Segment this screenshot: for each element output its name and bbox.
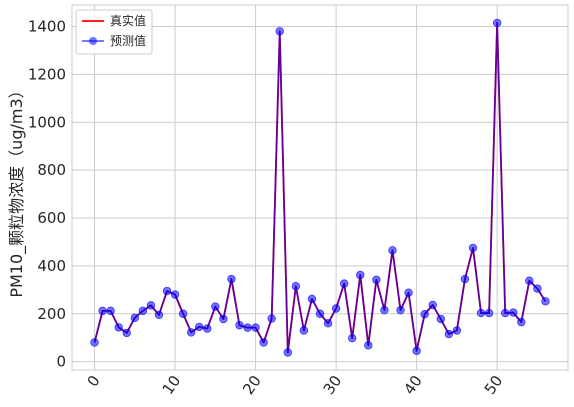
data-point-predicted <box>452 326 462 335</box>
data-point-predicted <box>541 297 550 306</box>
data-point-predicted <box>533 284 542 293</box>
data-point-predicted <box>525 276 534 285</box>
y-tick-label: 1000 <box>28 113 66 131</box>
data-point-predicted <box>348 333 357 343</box>
data-point-predicted <box>372 275 381 284</box>
y-tick-label: 400 <box>37 257 66 275</box>
legend: 真实值 预测值 <box>75 9 153 55</box>
y-tick-label: 600 <box>37 209 66 227</box>
data-point-predicted <box>227 274 236 284</box>
data-point-predicted <box>412 346 421 356</box>
data-point-predicted <box>323 319 333 328</box>
legend-label-predicted: 预测值 <box>110 33 146 48</box>
data-point-predicted <box>396 305 405 315</box>
data-point-predicted <box>243 323 252 332</box>
data-point-predicted <box>162 286 172 296</box>
data-point-predicted <box>517 317 526 327</box>
data-point-predicted <box>476 308 486 318</box>
data-point-predicted <box>203 324 212 333</box>
data-point-predicted <box>195 322 204 332</box>
data-point-predicted <box>291 282 301 291</box>
data-point-predicted <box>122 328 131 338</box>
data-point-predicted <box>211 302 220 311</box>
data-point-predicted <box>331 304 341 313</box>
legend-marker-predicted <box>89 37 97 45</box>
data-point-predicted <box>259 338 268 347</box>
x-tick-label: 40 <box>400 372 426 398</box>
data-point-predicted <box>468 243 478 253</box>
data-point-predicted <box>500 308 510 318</box>
data-point-predicted <box>106 306 115 316</box>
data-point-predicted <box>235 321 244 330</box>
data-point-predicted <box>444 329 454 339</box>
data-point-predicted <box>154 310 164 320</box>
data-point-predicted <box>178 309 188 318</box>
data-point-predicted <box>219 314 228 324</box>
data-point-predicted <box>364 341 373 350</box>
data-point-predicted <box>251 323 260 332</box>
plot-frame <box>71 4 569 371</box>
series-layer <box>90 18 550 357</box>
data-point-predicted <box>380 305 389 315</box>
y-tick-label: 200 <box>37 305 66 323</box>
y-tick-labels: 0 200 400 600 800 1000 1200 1400 <box>28 18 66 371</box>
data-point-predicted <box>492 18 502 28</box>
data-point-predicted <box>428 300 437 310</box>
data-point-predicted <box>339 279 349 288</box>
x-tick-labels: 0 10 20 30 40 50 <box>84 372 507 398</box>
x-tick-label: 0 <box>84 372 104 390</box>
y-tick-label: 1200 <box>28 65 66 83</box>
data-point-predicted <box>275 27 284 36</box>
x-tick-label: 10 <box>159 372 185 398</box>
data-point-predicted <box>404 288 413 297</box>
data-point-predicted <box>130 313 140 323</box>
data-point-predicted <box>307 294 317 304</box>
data-point-predicted <box>299 326 309 335</box>
x-tick-label: 30 <box>320 372 346 398</box>
data-point-predicted <box>267 314 276 323</box>
data-point-predicted <box>98 306 107 316</box>
data-point-predicted <box>436 314 445 324</box>
data-point-predicted <box>138 306 148 316</box>
data-point-predicted <box>356 270 365 280</box>
data-point-predicted <box>460 274 470 284</box>
data-point-predicted <box>283 348 292 357</box>
y-tick-label: 1400 <box>28 18 66 36</box>
data-point-predicted <box>90 338 99 347</box>
data-point-predicted <box>509 308 518 317</box>
y-tick-label: 800 <box>37 161 66 179</box>
y-tick-label: 0 <box>56 353 66 371</box>
x-tick-label: 50 <box>481 372 507 398</box>
legend-label-actual: 真实值 <box>110 13 146 28</box>
x-tick-label: 20 <box>239 372 265 398</box>
data-point-predicted <box>484 308 494 318</box>
data-point-predicted <box>170 290 180 299</box>
data-point-predicted <box>420 310 429 319</box>
data-point-predicted <box>146 301 156 310</box>
data-point-predicted <box>315 309 325 318</box>
y-axis-label: PM10_颗粒物浓度（ug/m3） <box>7 82 27 297</box>
data-point-predicted <box>388 246 397 255</box>
data-point-predicted <box>114 323 123 332</box>
data-point-predicted <box>186 328 196 337</box>
